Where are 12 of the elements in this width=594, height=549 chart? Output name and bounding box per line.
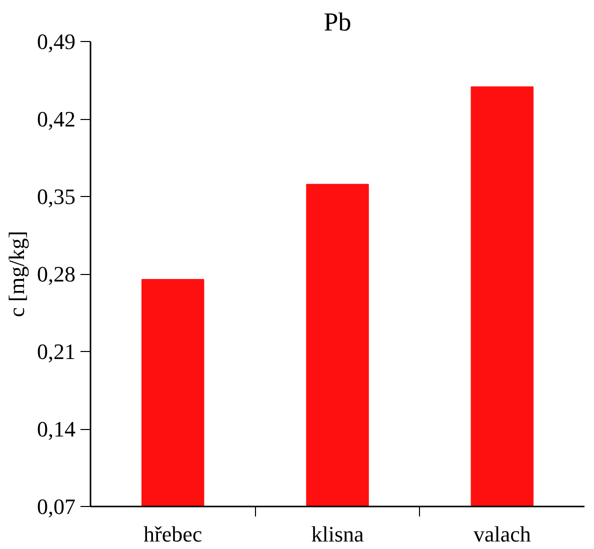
x-tick-label: klisna bbox=[311, 522, 364, 546]
y-tick-label: 0,28 bbox=[37, 262, 76, 286]
y-tick-label: 0,35 bbox=[37, 184, 76, 209]
y-axis-title: c [mg/kg] bbox=[4, 230, 29, 318]
x-tick-label: valach bbox=[473, 522, 531, 546]
y-tick-label: 0,42 bbox=[37, 106, 76, 132]
y-tick-label: 0,49 bbox=[37, 29, 76, 54]
x-tick-label: hřebec bbox=[144, 522, 202, 546]
y-tick-label: 0,07 bbox=[37, 494, 76, 519]
chart-title: Pb bbox=[324, 8, 352, 36]
y-tick-label: 0,21 bbox=[37, 339, 76, 364]
y-tick-label: 0,14 bbox=[37, 416, 76, 442]
